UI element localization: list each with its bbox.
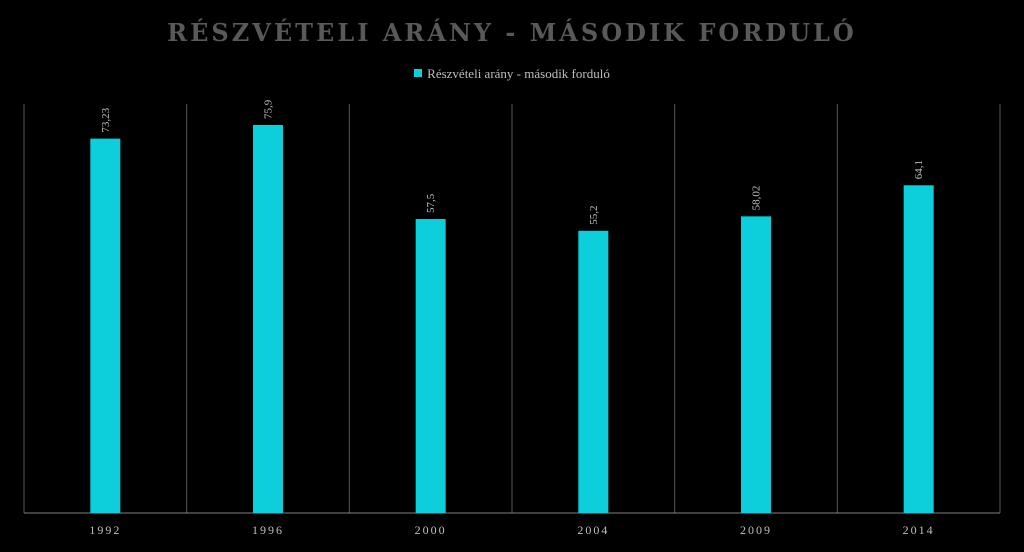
x-tick-label-2014: 2014 [903, 523, 935, 537]
bar-2014 [903, 185, 934, 513]
bar-2004 [578, 230, 609, 514]
bar-2000 [415, 219, 446, 513]
x-tick-label-2000: 2000 [415, 523, 447, 537]
x-tick-label-2004: 2004 [577, 523, 609, 537]
legend-label: Részvételi arány - második forduló [427, 66, 610, 81]
x-tick-label-1996: 1996 [252, 523, 284, 537]
bar-1996 [253, 124, 283, 514]
data-label-1992: 73,23 [100, 107, 112, 132]
data-label-2000: 57,5 [425, 193, 437, 213]
bar-2009 [741, 216, 771, 514]
legend-swatch [414, 69, 423, 77]
x-tick-label-2009: 2009 [740, 523, 772, 537]
data-label-2014: 64,1 [913, 160, 925, 179]
x-tick-label-1992: 1992 [89, 523, 121, 537]
data-label-1996: 75,9 [263, 99, 275, 119]
data-label-2009: 58,02 [751, 186, 763, 211]
chart-title: RÉSZVÉTELI ARÁNY - MÁSODIK FORDULÓ [167, 18, 857, 47]
bar-1992 [90, 138, 121, 513]
legend: Részvételi arány - második forduló [0, 66, 1024, 82]
data-label-2004: 55,2 [588, 206, 600, 225]
